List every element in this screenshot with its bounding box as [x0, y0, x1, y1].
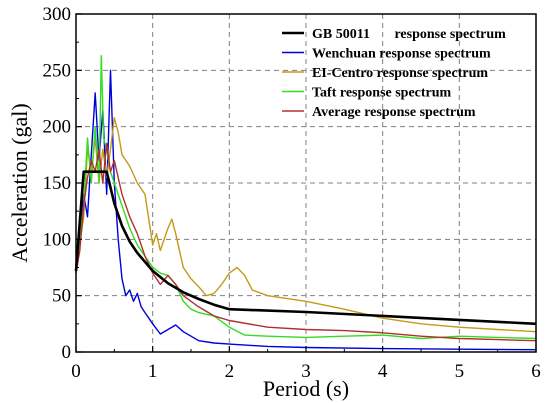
y-tick-label: 0: [62, 342, 72, 363]
series-line-3: [75, 55, 537, 340]
axis-ticks: [75, 13, 537, 353]
x-tick-label: 5: [455, 361, 465, 382]
x-axis-title: Period (s): [263, 376, 349, 401]
legend-label-2: EI-Centro response spectrum: [312, 66, 488, 81]
x-axis-tick-labels: 0 1 2 3 4 5 6: [71, 361, 541, 382]
x-tick-label: 2: [225, 361, 235, 382]
grid-lines: [76, 14, 536, 352]
x-tick-label: 3: [301, 361, 311, 382]
legend-label-3: Taft response spectrum: [312, 86, 452, 101]
x-tick-label: 4: [378, 361, 388, 382]
y-tick-label: 200: [43, 117, 72, 138]
x-tick-label: 1: [148, 361, 158, 382]
y-tick-label: 300: [43, 4, 72, 25]
x-tick-label: 0: [71, 361, 81, 382]
y-tick-label: 50: [52, 286, 71, 307]
series-line-0: [74, 170, 537, 326]
legend-label-1: Wenchuan response spectrum: [312, 47, 491, 62]
legend: GB 50011 response spectrum Wenchuan respo…: [282, 27, 506, 120]
y-tick-label: 250: [43, 60, 72, 81]
series-line-1: [75, 69, 537, 351]
y-axis-title: Acceleration (gal): [7, 103, 32, 262]
y-tick-label: 100: [43, 229, 72, 250]
y-tick-label: 150: [43, 173, 72, 194]
x-tick-label: 6: [531, 361, 541, 382]
series-line-2: [75, 117, 537, 333]
legend-label-4: Average response spectrum: [312, 105, 476, 120]
legend-label-0: GB 50011 response spectrum: [312, 27, 506, 42]
y-axis-tick-labels: 0 50 100 150 200 250 300: [43, 4, 72, 363]
series-lines: [74, 55, 537, 351]
